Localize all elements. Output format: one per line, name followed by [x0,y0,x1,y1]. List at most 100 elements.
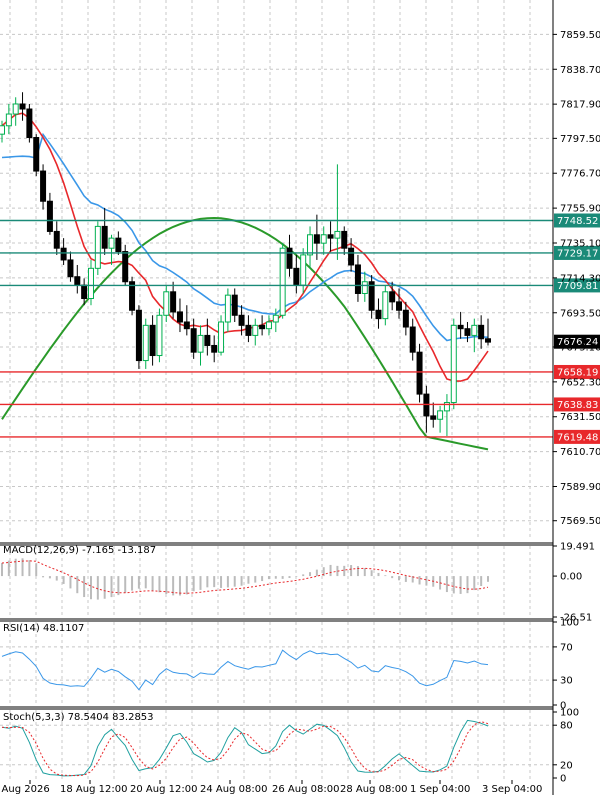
candle-body-24 [163,291,170,316]
candle-body-60 [409,326,416,353]
level-tag-2 [554,278,600,293]
rsi-line [1,649,489,691]
level-label-1: 7729.17 [557,248,598,259]
candle-body-51 [348,247,355,266]
rsi-ytick-label-1: 70 [560,642,573,653]
candle-body-37 [252,324,259,336]
ytick-label-4: 7776.70 [560,169,600,180]
candle-body-21 [142,324,149,362]
rsi-panel: RSI(14) 48.1107 100 70 30 0 [0,618,579,712]
candle-body-65 [443,401,450,412]
ma-mid-line [1,132,489,342]
candle-body-42 [286,247,293,269]
candle-body-59 [402,309,409,328]
candle-body-9 [60,247,67,261]
ytick-label-14: 7569.50 [560,516,600,527]
ytick-label-2: 7817.90 [560,100,600,111]
candle-body-17 [115,237,122,253]
xtick-label-6: 1 Sep 04:00 [410,784,470,795]
candle-body-71 [485,338,491,343]
ytick-label-13: 7589.90 [560,482,600,493]
candle-body-67 [457,324,464,330]
ytick-label-11: 7631.50 [560,412,600,423]
ytick-label-0: 7859.50 [560,30,600,41]
moving-averages [1,112,489,451]
macd-title: MACD(12,26,9) -7.165 -13.187 [3,545,156,556]
ytick-label-6: 7735.10 [560,239,600,250]
candle-body-27 [183,321,190,330]
candle-body-35 [238,314,245,326]
candle-body-44 [300,254,307,286]
xtick-label-7: 3 Sep 04:00 [482,784,542,795]
macd-panel: MACD(12,26,9) -7.165 -13.187 19.491 0.00 -… [1,542,595,624]
candle-body-56 [382,291,389,320]
candle-body-25 [170,291,177,313]
candle-body-57 [389,291,396,303]
stoch-ytick-label-0: 100 [560,708,579,719]
xtick-label-1: 18 Aug 12:00 [60,784,127,795]
candle-body-66 [450,324,457,403]
candles [0,92,491,437]
candle-body-11 [74,276,81,286]
candle-body-33 [224,294,231,323]
candle-body-10 [67,259,74,278]
stoch-k-line [1,719,489,777]
grid [0,0,553,780]
macd-ytick-label-0: 19.491 [560,542,595,553]
stoch-title: Stoch(5,3,3) 78.5404 83.2853 [3,712,154,723]
macd-ytick-label-1: 0.00 [560,572,582,583]
xtick-label-3: 24 Aug 08:00 [200,784,267,795]
candle-body-4 [26,108,33,139]
candle-body-43 [293,267,300,286]
candle-body-15 [101,225,108,249]
candle-body-12 [81,284,88,300]
candle-body-48 [327,234,334,239]
candle-body-54 [368,281,375,311]
candle-body-63 [430,415,437,420]
candle-body-3 [19,103,26,110]
candle-body-28 [190,328,197,353]
rsi-ytick-label-0: 100 [560,618,579,629]
candle-body-19 [129,281,136,311]
candle-body-52 [354,264,361,294]
candle-body-49 [334,230,341,239]
candle-body-70 [478,324,485,340]
candle-body-31 [211,344,218,353]
ytick-label-8: 7693.50 [560,308,600,319]
macd-signal-line [1,560,489,594]
candle-body-41 [279,247,286,316]
macd-ytick-label-2: -26.51 [560,613,592,624]
candle-body-16 [108,237,115,249]
candle-body-1 [5,113,12,127]
candle-body-7 [46,200,53,232]
level-label-5: 7619.48 [557,432,598,443]
candle-body-45 [307,234,314,256]
candle-body-36 [245,324,252,336]
candle-body-22 [149,324,156,357]
stoch-ytick-label-3: 0 [560,774,566,785]
level-tag-3 [554,364,600,379]
candle-body-55 [375,309,382,320]
price-levels: 7748.52 7729.17 7709.81 7658.19 7638.83 7619.… [0,213,600,444]
candle-body-0 [0,125,5,135]
ytick-label-5: 7755.90 [560,204,600,215]
rsi-ytick-label-3: 0 [560,701,566,712]
candle-body-50 [341,230,348,249]
candle-body-13 [87,267,94,300]
candle-body-5 [33,137,40,172]
candle-body-34 [231,294,238,316]
candle-body-64 [437,410,444,420]
xtick-label-4: 26 Aug 08:00 [272,784,339,795]
candle-body-58 [396,301,403,311]
xtick-label-2: 20 Aug 12:00 [130,784,197,795]
candle-body-32 [218,321,225,353]
candle-body-30 [204,334,211,346]
ytick-label-3: 7797.50 [560,134,600,145]
current-price-label: 7676.24 [557,337,598,348]
stoch-ytick-label-1: 80 [560,721,573,732]
level-tag-5 [554,429,600,444]
level-tag-0 [554,213,600,228]
stoch-panel: Stoch(5,3,3) 78.5404 83.2853 100 80 20 0 [0,708,579,785]
